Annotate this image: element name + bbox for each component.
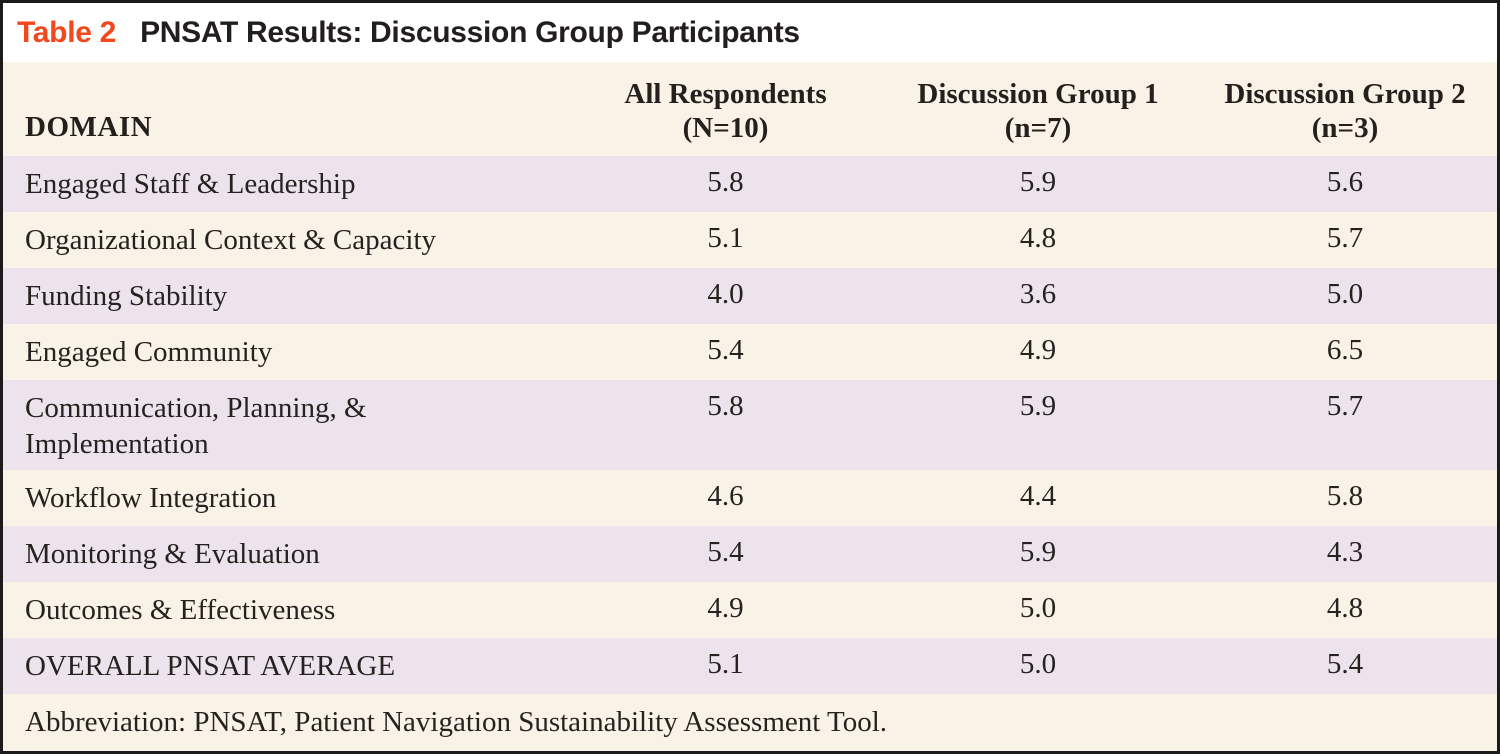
table-row: Organizational Context & Capacity 5.1 4.8 5…	[3, 212, 1497, 268]
table-header: DOMAIN All Respondents (N=10) Discussion…	[3, 62, 1497, 156]
value-cell: 4.3	[1326, 536, 1364, 568]
value-cell: 5.4	[707, 536, 744, 568]
column-header-label: All Respondents	[624, 77, 827, 110]
table-body: Engaged Staff & Leadership 5.8 5.9 5.6 Organ…	[3, 156, 1497, 694]
table-row: OVERALL PNSAT AVERAGE 5.1 5.0 5.4	[3, 638, 1497, 694]
value-cell: 5.8	[707, 166, 744, 198]
value-cell: 5.0	[1326, 278, 1364, 310]
value-cell: 3.6	[1019, 278, 1057, 310]
column-header-discussion-group-1: Discussion Group 1 (n=7)	[883, 62, 1193, 156]
value-cell: 4.8	[1326, 592, 1364, 624]
column-header-label: Discussion Group 1	[917, 77, 1159, 110]
abbreviation-footnote: Abbreviation: PNSAT, Patient Navigation …	[25, 706, 888, 738]
table-row: Outcomes & Effectiveness 4.9 5.0 4.8	[3, 582, 1497, 638]
domain-cell: OVERALL PNSAT AVERAGE	[25, 650, 396, 682]
value-cell: 5.7	[1326, 390, 1364, 422]
value-cell: 5.9	[1019, 166, 1057, 198]
table-row: Workflow Integration 4.6 4.4 5.8	[3, 470, 1497, 526]
column-header-sub: (n=7)	[1004, 112, 1072, 144]
domain-cell: Outcomes & Effectiveness	[25, 594, 336, 626]
footnote-row: Abbreviation: PNSAT, Patient Navigation …	[3, 694, 1497, 751]
table-row: Funding Stability 4.0 3.6 5.0	[3, 268, 1497, 324]
value-cell: 5.8	[1326, 480, 1364, 512]
table-row: Engaged Community 5.4 4.9 6.5	[3, 324, 1497, 380]
value-cell: 5.7	[1326, 222, 1364, 254]
value-cell: 5.1	[707, 222, 744, 254]
table-row: Communication, Planning, & Implementatio…	[3, 380, 1497, 470]
domain-cell: Workflow Integration	[25, 482, 277, 514]
value-cell: 5.4	[1326, 648, 1364, 680]
value-cell: 5.0	[1019, 648, 1057, 680]
pnsat-results-table: DOMAIN All Respondents (N=10) Discussion…	[3, 62, 1497, 751]
domain-cell: Organizational Context & Capacity	[25, 224, 436, 256]
column-header-sub: (n=3)	[1311, 112, 1379, 144]
domain-cell: Communication, Planning, & Implementatio…	[25, 392, 367, 461]
value-cell: 4.6	[707, 480, 744, 512]
table-row: Engaged Staff & Leadership 5.8 5.9 5.6	[3, 156, 1497, 212]
value-cell: 4.0	[707, 278, 744, 310]
value-cell: 6.5	[1326, 334, 1364, 366]
value-cell: 5.0	[1019, 592, 1057, 624]
value-cell: 5.6	[1326, 166, 1364, 198]
value-cell: 4.9	[707, 592, 744, 624]
column-header-domain: DOMAIN	[25, 111, 153, 143]
value-cell: 5.4	[707, 334, 744, 366]
column-header-sub: (N=10)	[682, 112, 769, 144]
domain-cell: Funding Stability	[25, 280, 228, 312]
value-cell: 5.9	[1019, 536, 1057, 568]
table-row: Monitoring & Evaluation 5.4 5.9 4.3	[3, 526, 1497, 582]
domain-cell: Engaged Staff & Leadership	[25, 168, 356, 200]
domain-cell: Monitoring & Evaluation	[25, 538, 320, 570]
column-header-all-respondents: All Respondents (N=10)	[568, 62, 883, 156]
table-caption: Table 2 PNSAT Results: Discussion Group …	[3, 3, 1497, 62]
table-number-label: Table 2	[17, 15, 117, 49]
domain-cell: Engaged Community	[25, 336, 273, 368]
column-header-discussion-group-2: Discussion Group 2 (n=3)	[1193, 62, 1497, 156]
value-cell: 4.9	[1019, 334, 1057, 366]
value-cell: 4.4	[1019, 480, 1057, 512]
column-header-label: Discussion Group 2	[1224, 77, 1466, 110]
value-cell: 4.8	[1019, 222, 1057, 254]
value-cell: 5.8	[707, 390, 744, 422]
value-cell: 5.9	[1019, 390, 1057, 422]
table-title: PNSAT Results: Discussion Group Particip…	[140, 15, 800, 49]
header-row: DOMAIN All Respondents (N=10) Discussion…	[3, 62, 1497, 156]
value-cell: 5.1	[707, 648, 744, 680]
table-footer: Abbreviation: PNSAT, Patient Navigation …	[3, 694, 1497, 751]
